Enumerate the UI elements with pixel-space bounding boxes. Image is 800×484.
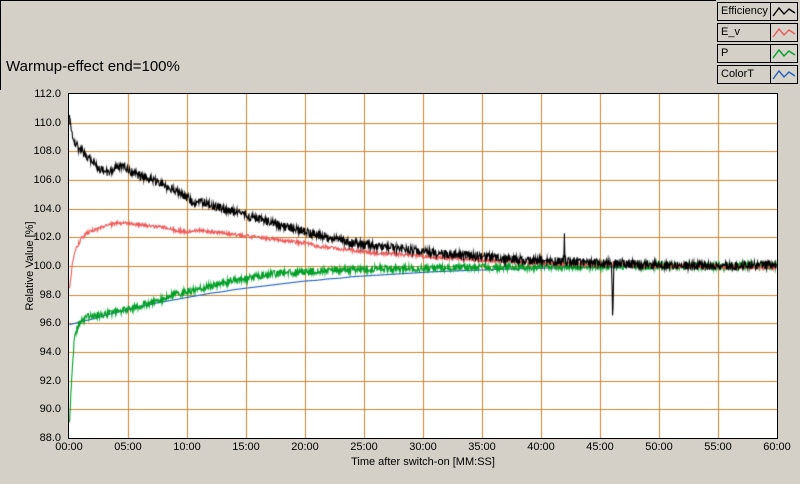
y-tick-label: 112.0 — [34, 88, 61, 100]
x-tick-label: 60:00 — [763, 441, 791, 453]
x-tick-label: 20:00 — [291, 441, 319, 453]
y-axis-ticks: 112.0 110.0 108.0 106.0 104.0 102.0 100.0 98.0 9… — [0, 88, 64, 444]
x-tick-label: 50:00 — [645, 441, 673, 453]
legend-line-icon — [772, 48, 796, 58]
y-tick-label: 90.0 — [39, 403, 61, 416]
x-tick-label: 45:00 — [586, 441, 614, 453]
y-tick-label: 98.0 — [39, 288, 61, 301]
plot-legend: Efficiency E_v P ColorT — [717, 2, 798, 86]
legend-line-sample-efficiency — [771, 2, 798, 21]
legend-label-efficiency: Efficiency — [717, 2, 771, 21]
y-tick-label: 88.0 — [39, 432, 61, 444]
x-tick-label: 00:00 — [55, 441, 83, 453]
panel-top-border — [0, 0, 716, 1]
x-tick-label: 15:00 — [232, 441, 260, 453]
x-axis-title: Time after switch-on [MM:SS] — [351, 456, 495, 468]
y-tick-label: 108.0 — [33, 145, 61, 158]
x-tick-label: 40:00 — [527, 441, 555, 453]
legend-line-icon — [772, 69, 796, 79]
legend-label-colort: ColorT — [717, 65, 771, 84]
plot-canvas — [69, 94, 777, 438]
legend-item-p[interactable]: P — [717, 44, 798, 63]
panel-left-border — [0, 0, 1, 90]
legend-line-icon — [772, 27, 796, 37]
x-tick-label: 30:00 — [409, 441, 437, 453]
x-tick-label: 25:00 — [350, 441, 378, 453]
legend-line-icon — [772, 6, 796, 16]
x-tick-label: 05:00 — [114, 441, 142, 453]
legend-item-colort[interactable]: ColorT — [717, 65, 798, 84]
legend-label-ev: E_v — [717, 23, 771, 42]
y-tick-label: 104.0 — [33, 202, 61, 215]
y-tick-label: 106.0 — [33, 174, 61, 186]
x-tick-label: 10:00 — [173, 441, 201, 453]
x-axis-ticks: 00:00 05:00 10:00 15:00 20:00 25:00 30:00 35:00… — [55, 441, 791, 454]
legend-item-efficiency[interactable]: Efficiency — [717, 2, 798, 21]
y-tick-label: 110.0 — [34, 116, 61, 129]
plot-area — [68, 93, 778, 439]
y-tick-label: 102.0 — [33, 231, 61, 244]
y-tick-label: 100.0 — [33, 260, 61, 272]
x-tick-label: 55:00 — [704, 441, 732, 453]
legend-label-p: P — [717, 44, 771, 63]
legend-line-sample-p — [771, 44, 798, 63]
x-tick-label: 35:00 — [468, 441, 496, 453]
y-tick-label: 94.0 — [39, 346, 61, 358]
y-tick-label: 96.0 — [39, 317, 61, 330]
graph-title: Warmup-effect end=100% — [6, 58, 180, 75]
y-tick-label: 92.0 — [39, 374, 61, 387]
legend-line-sample-ev — [771, 23, 798, 42]
legend-item-ev[interactable]: E_v — [717, 23, 798, 42]
legend-line-sample-colort — [771, 65, 798, 84]
